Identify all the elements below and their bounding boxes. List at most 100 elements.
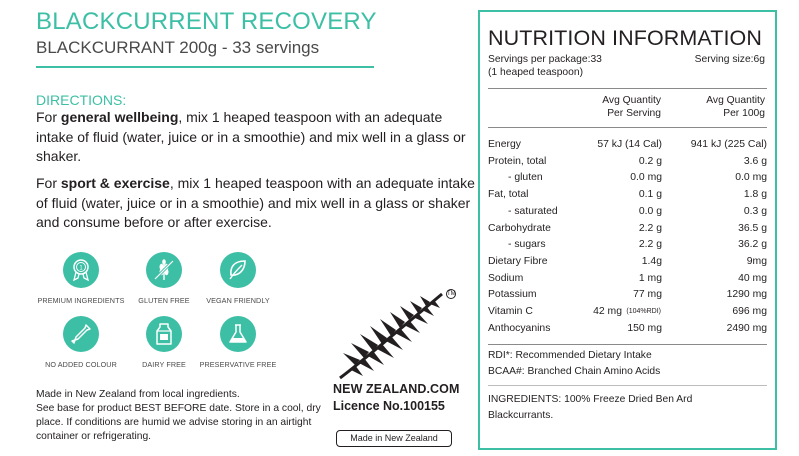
ingredients-line1: INGREDIENTS: 100% Freeze Dried Ben Ard: [488, 394, 693, 405]
dropper-icon: [63, 316, 99, 352]
nutrition-row: Protein, total 0.2 g 3.6 g: [488, 156, 767, 172]
per-serving-value: 0.0 g: [638, 205, 662, 217]
nutrition-row: Energy 57 kJ (14 Cal) 941 kJ (225 Cal): [488, 139, 767, 155]
per-100g-value: 3.6 g: [743, 155, 767, 167]
p2-lead: For: [36, 175, 61, 191]
badge-label: GLUTEN FREE: [138, 296, 190, 305]
per-100g-value: 2490 mg: [726, 322, 767, 334]
title-divider: [36, 66, 374, 68]
nutrition-row: Vitamin C 42 mg (104%RDI) 696 mg: [488, 306, 767, 322]
wheat-crossed-icon: [146, 252, 182, 288]
heaped-note: (1 heaped teaspoon): [488, 67, 584, 78]
per-serving-value: 2.2 g: [638, 222, 662, 234]
nutrition-row: Sodium 1 mg 40 mg: [488, 273, 767, 289]
p2-bold: sport & exercise: [60, 175, 170, 191]
nutrient-name: - gluten: [508, 172, 543, 184]
badge-label: VEGAN FRIENDLY: [206, 296, 270, 305]
badge-vegan: VEGAN FRIENDLY: [193, 252, 283, 305]
origin-line: Made in New Zealand from local ingredien…: [36, 389, 240, 400]
nz-licence: Licence No.100155: [333, 399, 445, 413]
leaf-icon: [220, 252, 256, 288]
p1-lead: For: [36, 109, 61, 125]
nz-website: NEW ZEALAND.COM: [333, 382, 460, 396]
badge-label: DAIRY FREE: [142, 360, 186, 369]
product-subtitle: BLACKCURRANT 200g - 33 servings: [36, 38, 320, 57]
directions-sport: For sport & exercise, mix 1 heaped teasp…: [36, 174, 476, 233]
per-100g-value: 0.0 mg: [735, 172, 767, 184]
divider: [488, 344, 767, 345]
col2-header-a: Avg Quantity: [706, 95, 765, 106]
flask-icon: [220, 316, 256, 352]
divider: [488, 88, 767, 89]
divider: [488, 127, 767, 128]
nutrition-row: Dietary Fibre 1.4g 9mg: [488, 256, 767, 272]
badge-label: PREMIUM INGREDIENTS: [37, 296, 125, 305]
storage-line: See base for product BEST BEFORE date. S…: [36, 403, 321, 442]
nutrient-name: - saturated: [508, 205, 558, 217]
nutrient-name: Sodium: [488, 272, 524, 284]
badge-colour: NO ADDED COLOUR: [36, 316, 126, 369]
p2-rest: , mix 1 heaped teaspoon with an adequate…: [36, 175, 475, 230]
servings-per-package: Servings per package:33: [488, 54, 602, 65]
per-100g-value: 0.3 g: [743, 205, 767, 217]
per-100g-value: 696 mg: [732, 306, 767, 317]
nutrition-row: - sugars 2.2 g 36.2 g: [488, 239, 767, 255]
col1-header-a: Avg Quantity: [602, 95, 661, 106]
p1-rest: , mix 1 heaped teaspoon with an adequate…: [36, 109, 466, 164]
per-serving-value: 150 mg: [627, 322, 662, 334]
nutrient-name: Protein, total: [488, 155, 547, 167]
col2-header-b: Per 100g: [723, 108, 765, 119]
nutrient-name: - sugars: [508, 239, 546, 251]
serving-size: Serving size:6g: [694, 54, 765, 65]
p1-bold: general wellbeing: [60, 109, 179, 125]
directions-heading: DIRECTIONS:: [36, 92, 127, 108]
per-serving-value: 0.1 g: [638, 189, 662, 201]
per-serving-value: 57 kJ (14 Cal): [597, 139, 662, 150]
nutrition-row: Fat, total 0.1 g 1.8 g: [488, 189, 767, 205]
nutrient-name: Dietary Fibre: [488, 255, 548, 267]
nutrition-title: NUTRITION INFORMATION: [488, 26, 763, 50]
nutrition-row: Anthocyanins 150 mg 2490 mg: [488, 323, 767, 339]
directions-general: For general wellbeing, mix 1 heaped teas…: [36, 108, 476, 167]
nutrition-row: Carbohydrate 2.2 g 36.5 g: [488, 223, 767, 239]
per-100g-value: 9mg: [746, 255, 767, 267]
nutrient-name: Energy: [488, 139, 521, 150]
nutrient-name: Fat, total: [488, 189, 529, 201]
milk-carton-icon: [146, 316, 182, 352]
nutrient-name: Anthocyanins: [488, 322, 551, 334]
per-100g-value: 36.2 g: [738, 239, 767, 251]
divider: [488, 385, 767, 386]
badge-gluten: GLUTEN FREE: [119, 252, 209, 305]
silver-fern-logo-icon: [339, 292, 443, 380]
rdi-note: RDI*: Recommended Dietary Intake: [488, 350, 652, 361]
per-100g-value: 941 kJ (225 Cal): [690, 139, 767, 150]
badge-label: NO ADDED COLOUR: [45, 360, 117, 369]
per-serving-value: 1.4g: [641, 255, 662, 267]
per-100g-value: 40 mg: [738, 272, 767, 284]
per-serving-value: 1 mg: [638, 272, 662, 284]
nutrition-row: - gluten 0.0 mg 0.0 mg: [488, 172, 767, 188]
badge-dairy: DAIRY FREE: [119, 316, 209, 369]
per-serving-value: 42 mg: [593, 306, 622, 317]
per-serving-value: 2.2 g: [638, 239, 662, 251]
rdi-percent: (104%RDI): [626, 308, 661, 315]
per-100g-value: 1290 mg: [726, 289, 767, 301]
storage-info: Made in New Zealand from local ingredien…: [36, 388, 336, 444]
nutrient-name: Carbohydrate: [488, 222, 551, 234]
per-100g-value: 1.8 g: [743, 189, 767, 201]
nutrition-row: Potassium 77 mg 1290 mg: [488, 289, 767, 305]
nutrient-name: Potassium: [488, 289, 537, 301]
col1-header-b: Per Serving: [607, 108, 661, 119]
ingredients-line2: Blackcurrants.: [488, 410, 554, 421]
trademark-mark: TM: [446, 289, 456, 299]
badge-premium: 1 PREMIUM INGREDIENTS: [36, 252, 126, 305]
badge-preservative: PRESERVATIVE FREE: [193, 316, 283, 369]
per-serving-value: 77 mg: [633, 289, 662, 301]
product-title: BLACKCURRENT RECOVERY: [36, 8, 377, 35]
per-serving-value: 0.0 mg: [630, 172, 662, 184]
nutrition-row: - saturated 0.0 g 0.3 g: [488, 206, 767, 222]
award-ribbon-icon: 1: [63, 252, 99, 288]
svg-text:1: 1: [79, 266, 83, 272]
per-serving-value: 0.2 g: [638, 155, 662, 167]
bcaa-note: BCAA#: Branched Chain Amino Acids: [488, 366, 661, 377]
